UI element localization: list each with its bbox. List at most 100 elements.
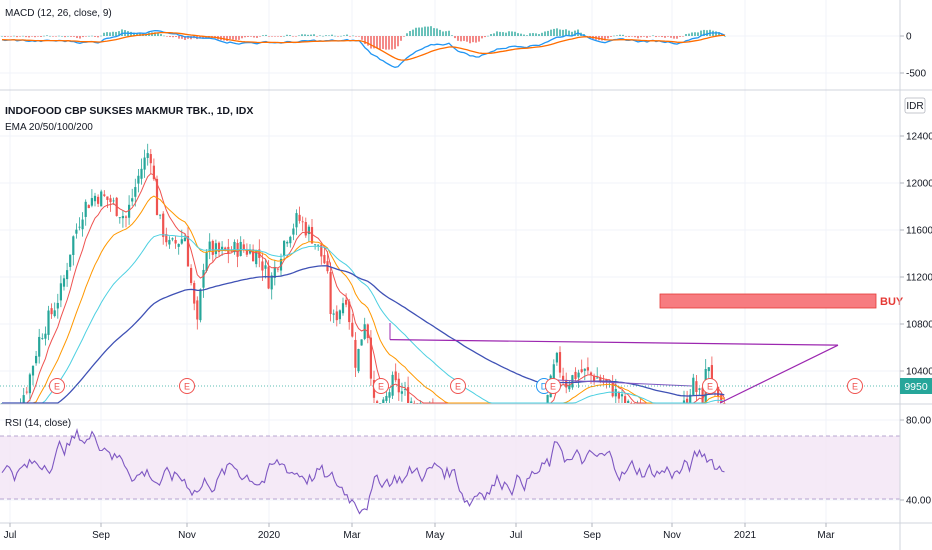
macd-bar bbox=[304, 34, 306, 36]
macd-pane: MACD (12, 26, close, 9) bbox=[1, 8, 726, 68]
macd-bar bbox=[634, 36, 636, 38]
candle-body bbox=[354, 339, 357, 368]
time-axis[interactable]: Jul Sep Nov 2020 Mar May Jul Sep Nov 2021 Mar bbox=[4, 523, 836, 541]
candle-body bbox=[419, 403, 422, 404]
earnings-marker[interactable]: E bbox=[373, 378, 389, 394]
macd-bar bbox=[526, 35, 528, 36]
macd-bar bbox=[31, 36, 33, 37]
macd-bar bbox=[259, 36, 261, 37]
macd-bar bbox=[439, 29, 441, 36]
candle-body bbox=[103, 194, 106, 196]
y-tick-label: 11600 bbox=[906, 226, 932, 237]
macd-bar bbox=[187, 36, 189, 39]
candle-body bbox=[208, 241, 211, 252]
candle-body bbox=[335, 311, 338, 321]
macd-bar bbox=[43, 35, 45, 37]
macd-bar bbox=[352, 35, 354, 37]
macd-title[interactable]: MACD (12, 26, close, 9) bbox=[5, 8, 112, 19]
macd-bar bbox=[697, 32, 699, 36]
earnings-marker[interactable]: E bbox=[545, 378, 561, 394]
macd-bar bbox=[244, 36, 246, 38]
macd-bar bbox=[601, 36, 603, 41]
macd-bar bbox=[25, 36, 27, 38]
macd-bar bbox=[556, 28, 558, 36]
macd-bar bbox=[73, 36, 75, 37]
candle-body bbox=[338, 310, 341, 320]
earnings-marker[interactable]: E bbox=[179, 378, 195, 394]
macd-bar bbox=[511, 31, 513, 36]
macd-bar bbox=[682, 36, 684, 37]
candle-body bbox=[614, 388, 617, 397]
candle-body bbox=[28, 374, 31, 394]
y-tick-label: 12400 bbox=[906, 132, 932, 143]
svg-text:E: E bbox=[852, 382, 858, 392]
candle-body bbox=[552, 364, 555, 379]
macd-bar bbox=[121, 29, 123, 36]
candle-body bbox=[555, 352, 558, 363]
macd-bar bbox=[382, 36, 384, 50]
rsi-line bbox=[1, 427, 725, 515]
macd-bar bbox=[115, 31, 117, 36]
macd-bar bbox=[319, 35, 321, 37]
macd-bar bbox=[388, 36, 390, 50]
ema-legend[interactable]: EMA 20/50/100/200 bbox=[5, 122, 93, 133]
candle-body bbox=[416, 403, 419, 404]
candle-body bbox=[47, 310, 50, 335]
rsi-y-axis[interactable]: 80.00 40.00 bbox=[900, 416, 931, 507]
macd-bar bbox=[544, 31, 546, 36]
candle-body bbox=[369, 337, 372, 379]
macd-y-axis[interactable]: 0 -500 bbox=[900, 32, 926, 80]
earnings-marker[interactable]: E bbox=[450, 378, 466, 394]
macd-bar bbox=[691, 32, 693, 36]
candle-body bbox=[400, 391, 403, 394]
earnings-marker[interactable]: E bbox=[49, 378, 65, 394]
macd-bar bbox=[34, 36, 36, 38]
candle-body bbox=[180, 239, 183, 244]
candle-body bbox=[87, 205, 90, 209]
currency-badge[interactable]: IDR bbox=[904, 97, 926, 114]
candle-body bbox=[140, 168, 143, 179]
macd-bar bbox=[313, 34, 315, 36]
candle-body bbox=[25, 391, 28, 393]
macd-bar bbox=[436, 28, 438, 36]
macd-bar bbox=[649, 36, 651, 37]
macd-bar bbox=[658, 36, 660, 37]
rsi-title[interactable]: RSI (14, close) bbox=[5, 418, 71, 429]
macd-bar bbox=[109, 32, 111, 36]
macd-bar bbox=[688, 33, 690, 36]
candle-body bbox=[633, 403, 636, 404]
triangle-trendlines[interactable] bbox=[389, 323, 839, 404]
macd-bar bbox=[316, 36, 318, 37]
macd-bar bbox=[358, 36, 360, 37]
macd-bar bbox=[427, 26, 429, 36]
macd-bar bbox=[337, 36, 339, 37]
buy-zone[interactable] bbox=[659, 293, 877, 309]
candle-body bbox=[53, 310, 56, 317]
macd-bar bbox=[355, 36, 357, 37]
candle-body bbox=[264, 265, 267, 269]
macd-bar bbox=[85, 36, 87, 37]
candle-body bbox=[233, 241, 236, 253]
x-tick-label: Mar bbox=[817, 530, 835, 541]
macd-bar bbox=[262, 35, 264, 36]
earnings-marker[interactable]: E bbox=[847, 378, 863, 394]
macd-bar bbox=[280, 36, 282, 37]
macd-bar bbox=[637, 36, 639, 39]
macd-bar bbox=[178, 36, 180, 39]
macd-bar bbox=[496, 31, 498, 36]
candle-body bbox=[143, 157, 146, 170]
macd-bar bbox=[238, 36, 240, 40]
candle-body bbox=[689, 394, 692, 403]
macd-bar bbox=[505, 32, 507, 36]
rsi-pane: RSI (14, close) bbox=[0, 418, 900, 515]
candle-body bbox=[413, 403, 416, 404]
macd-bar bbox=[643, 36, 645, 37]
candle-body bbox=[385, 395, 388, 401]
price-title[interactable]: INDOFOOD CBP SUKSES MAKMUR TBK., 1D, IDX bbox=[5, 105, 253, 117]
price-y-axis[interactable]: 12400 12000 11600 11200 10800 10400 bbox=[900, 132, 932, 378]
candle-body bbox=[93, 195, 97, 202]
candle-body bbox=[149, 154, 152, 164]
x-tick-label: Nov bbox=[178, 530, 196, 541]
candle-body bbox=[627, 400, 630, 403]
earnings-marker[interactable]: E bbox=[702, 378, 718, 394]
